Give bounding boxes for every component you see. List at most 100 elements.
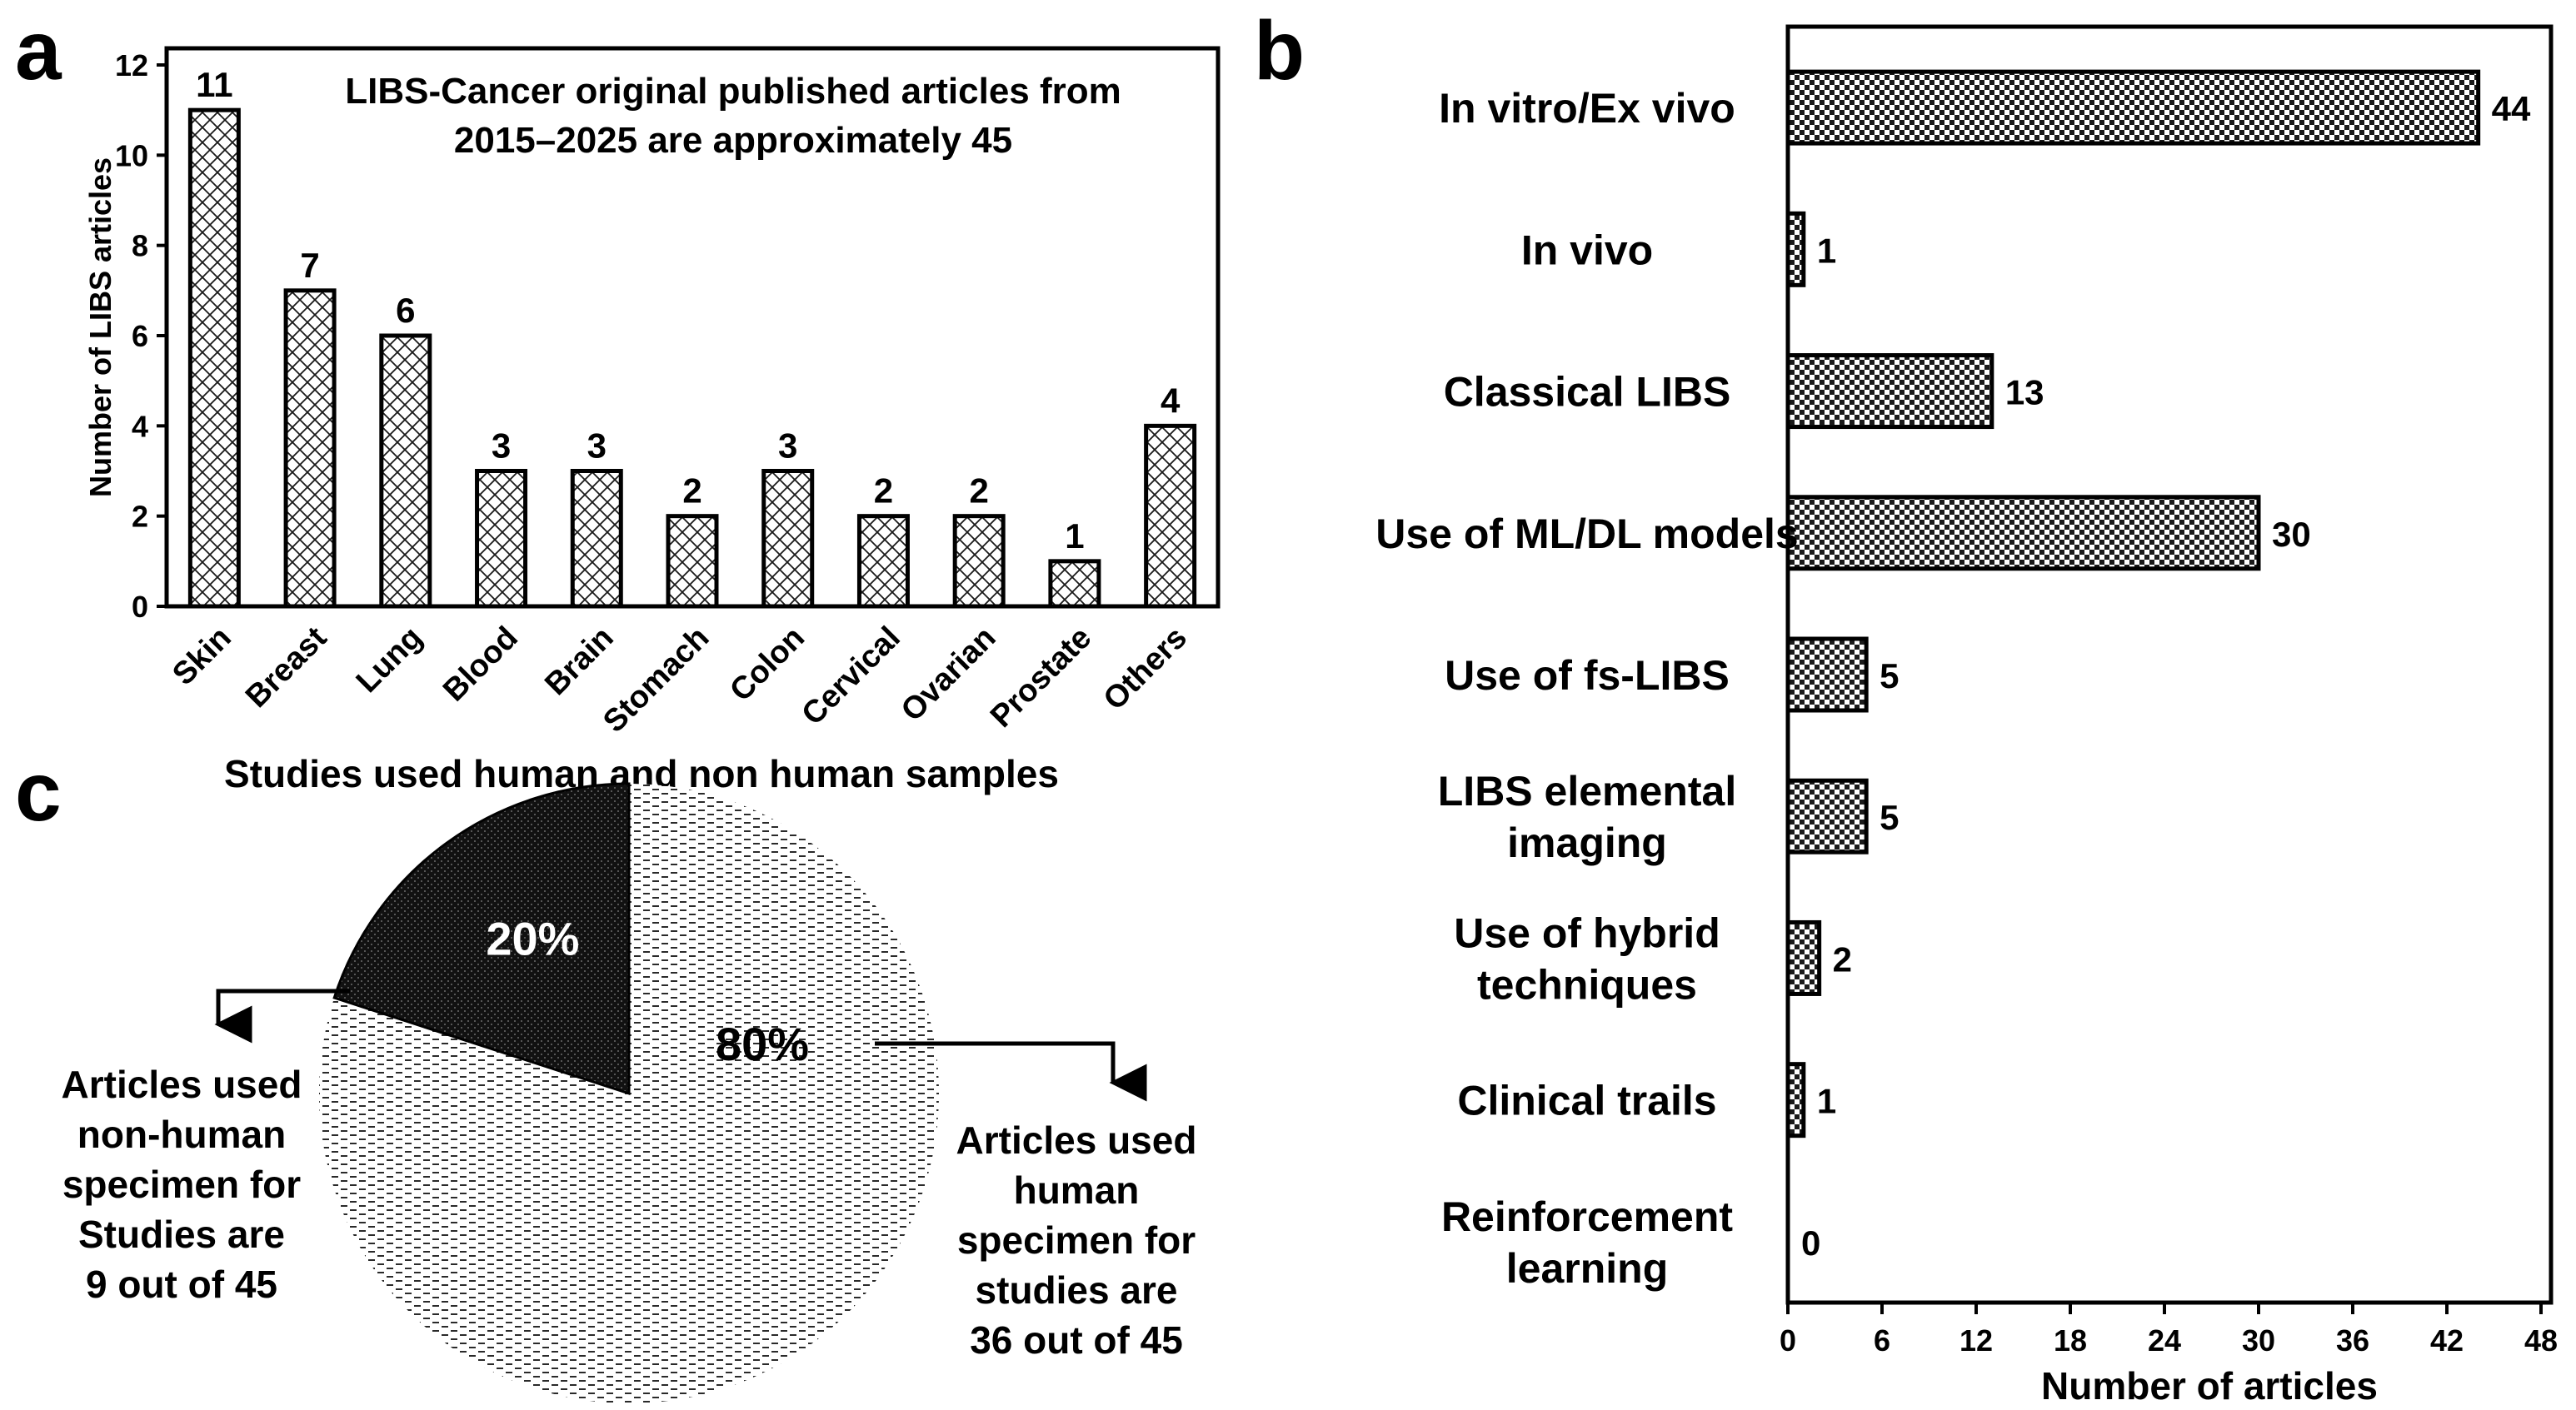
- note-human-line-1: Articles used: [956, 1119, 1197, 1162]
- y-category-label: Reinforcement: [1441, 1193, 1733, 1240]
- hbar-value-label: 44: [2492, 89, 2531, 128]
- panel-label-b: b: [1254, 4, 1305, 97]
- bar-value-label: 4: [1161, 381, 1181, 420]
- bar-lung: [379, 333, 432, 609]
- hbar-libs-elemental-imaging: [1785, 778, 1869, 854]
- bar-prostate: [1048, 559, 1101, 609]
- hbar-use-of-fs-libs: [1785, 636, 1869, 713]
- hbar-in-vivo: [1785, 211, 1806, 287]
- callout-text-human: Articles used human specimen for studies…: [956, 1119, 1197, 1362]
- hbar-value-label: 30: [2272, 515, 2311, 554]
- pie-slice-non-human: [332, 782, 631, 1096]
- x-category-label: Stomach: [597, 620, 716, 740]
- hbar-value-label: 2: [1833, 939, 1852, 979]
- y-category-label: Clinical trails: [1457, 1078, 1716, 1124]
- note-human-line-2: human: [1014, 1168, 1140, 1212]
- panel-a-bars: 11 7 6 3 3 2 3 2 2 1 4: [187, 65, 1197, 609]
- hbar-value-label: 0: [1801, 1223, 1820, 1263]
- hbar-value-label: 5: [1880, 656, 1899, 695]
- panel-b-x-ticks: 0 6 12 18 24 30 36 42 48: [1780, 1303, 2558, 1358]
- bar-value-label: 6: [396, 291, 415, 330]
- callout-arrow-human: [875, 1041, 1147, 1102]
- bar-cervical: [856, 514, 910, 609]
- x-category-label: Skin: [166, 620, 237, 692]
- y-tick-label: 0: [132, 590, 148, 624]
- x-tick-label: 0: [1780, 1323, 1796, 1358]
- hbar-value-label: 1: [1817, 1082, 1836, 1121]
- hbar-in-vitro-ex-vivo: [1785, 69, 2481, 146]
- bar-value-label: 11: [196, 65, 232, 104]
- note-human-line-4: studies are: [976, 1268, 1178, 1312]
- x-tick-label: 42: [2430, 1323, 2464, 1358]
- bar-value-label: 2: [682, 471, 701, 511]
- note-non-human-line-5: 9 out of 45: [86, 1263, 277, 1306]
- callout-arrow-non-human: [214, 989, 350, 1044]
- bar-value-label: 3: [587, 426, 607, 466]
- note-human-line-5: 36 out of 45: [970, 1318, 1183, 1362]
- x-category-label: Cervical: [796, 620, 907, 732]
- x-tick-label: 6: [1874, 1323, 1890, 1358]
- note-non-human-line-1: Articles used: [62, 1063, 302, 1106]
- y-tick-label: 4: [132, 409, 148, 443]
- bar-value-label: 2: [874, 471, 893, 511]
- hbar-classical-libs: [1785, 353, 1994, 430]
- panel-a-title-line-2: 2015–2025 are approximately 45: [454, 120, 1012, 161]
- panel-a-bar-chart: LIBS-Cancer original published articles …: [83, 46, 1221, 740]
- bar-colon: [761, 469, 815, 609]
- y-category-label: Classical LIBS: [1444, 369, 1731, 416]
- note-non-human-line-4: Studies are: [78, 1213, 285, 1256]
- bar-value-label: 7: [300, 246, 319, 285]
- panel-a-y-ticks: 0 2 4 6 8 10 12: [115, 48, 167, 624]
- y-category-label: LIBS elemental: [1438, 768, 1736, 815]
- y-tick-label: 10: [115, 138, 148, 172]
- panel-label-a: a: [15, 4, 62, 97]
- panel-c-pie-chart: Studies used human and non human samples…: [62, 752, 1197, 1403]
- x-tick-label: 12: [1959, 1323, 1993, 1358]
- y-category-label: Use of ML/DL models: [1375, 511, 1798, 557]
- y-tick-label: 8: [132, 229, 148, 263]
- x-tick-label: 24: [2148, 1323, 2181, 1358]
- y-category-label: imaging: [1507, 820, 1667, 866]
- bar-value-label: 3: [492, 426, 511, 466]
- bar-skin: [187, 107, 241, 609]
- bar-value-label: 2: [970, 471, 989, 511]
- panel-label-c: c: [15, 745, 62, 839]
- panel-b-bars: 44 1 13 30 5 5 2 1 0: [1785, 69, 2531, 1263]
- bar-others: [1144, 423, 1197, 609]
- y-category-label: learning: [1506, 1245, 1668, 1292]
- bar-ovarian: [952, 514, 1006, 609]
- x-tick-label: 30: [2242, 1323, 2275, 1358]
- hbar-value-label: 13: [2005, 373, 2044, 412]
- y-tick-label: 12: [115, 48, 148, 82]
- x-category-label: Lung: [350, 620, 429, 700]
- bar-value-label: 1: [1065, 516, 1084, 556]
- panel-b-x-axis-title: Number of articles: [2041, 1364, 2378, 1408]
- y-category-label: Use of hybrid: [1454, 909, 1720, 956]
- x-category-label: Colon: [723, 620, 811, 709]
- y-category-label: techniques: [1477, 961, 1697, 1008]
- y-tick-label: 6: [132, 319, 148, 353]
- x-tick-label: 48: [2524, 1323, 2558, 1358]
- panel-a-y-axis-title: Number of LIBS articles: [83, 157, 117, 497]
- panel-b-category-labels: In vitro/Ex vivo In vivo Classical LIBS Use…: [1375, 85, 1798, 1292]
- hbar-use-of-ml-dl-models: [1785, 495, 2261, 571]
- panel-b-plot-frame: [1785, 24, 2554, 1305]
- y-category-label: Use of fs-LIBS: [1445, 652, 1730, 699]
- bar-breast: [283, 288, 337, 609]
- panel-b-bar-chart: 0 6 12 18 24 30 36 42 48 Number of articles 44 1 1…: [1375, 24, 2558, 1408]
- x-category-label: Prostate: [984, 620, 1098, 735]
- callout-text-non-human: Articles used non-human specimen for Stu…: [62, 1063, 302, 1306]
- hbar-value-label: 5: [1880, 798, 1899, 837]
- note-human-line-3: specimen for: [957, 1218, 1196, 1262]
- hbar-use-of-hybrid-techniques: [1785, 919, 1822, 996]
- x-category-label: Brain: [538, 620, 620, 702]
- bar-brain: [570, 469, 623, 609]
- x-tick-label: 18: [2054, 1323, 2087, 1358]
- x-tick-label: 36: [2336, 1323, 2369, 1358]
- x-category-label: Others: [1097, 620, 1194, 717]
- y-category-label: In vivo: [1521, 227, 1653, 273]
- y-tick-label: 2: [132, 500, 148, 534]
- note-non-human-line-2: non-human: [77, 1113, 286, 1156]
